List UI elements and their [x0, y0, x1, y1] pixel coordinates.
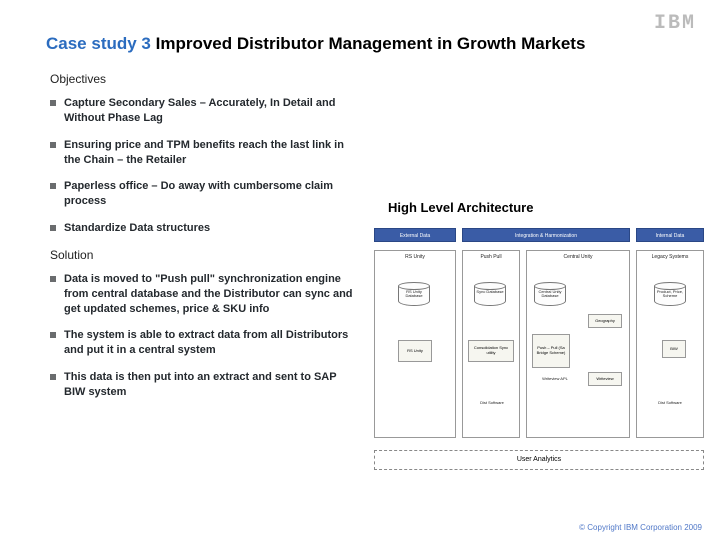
solution-list: Data is moved to "Push pull" synchroniza…: [50, 272, 354, 400]
box-consolidation: Consolidation Sync utility: [468, 340, 514, 362]
box-writeview: Writeview: [588, 372, 622, 386]
solution-item: This data is then put into an extract an…: [50, 370, 354, 400]
label-writeview-apl: Writeview APL: [534, 376, 576, 381]
objectives-list: Capture Secondary Sales – Accurately, In…: [50, 96, 354, 236]
solution-heading: Solution: [50, 248, 354, 262]
left-content: Objectives Capture Secondary Sales – Acc…: [50, 72, 354, 412]
title-rest: Improved Distributor Management in Growt…: [151, 34, 586, 53]
band-integration: Integration & Harmonization: [462, 228, 630, 242]
cyl-central-db: Central Unity Database: [534, 282, 566, 310]
ibm-logo: IBM: [654, 12, 696, 35]
solution-item: The system is able to extract data from …: [50, 328, 354, 358]
box-biw: BIW: [662, 340, 686, 358]
cyl-central-db-label: Central Unity Database: [534, 290, 566, 299]
cyl-sync-db: Sync Database: [474, 282, 506, 310]
objective-item: Standardize Data structures: [50, 221, 354, 236]
col-pushpull-label: Push Pull: [463, 251, 519, 260]
cyl-product-price-label: Product, Price, Scheme: [654, 290, 686, 299]
label-dist-software-1: Dist Software: [472, 400, 512, 405]
cyl-rsunity-db: RS Unity Database: [398, 282, 430, 310]
solution-item: Data is moved to "Push pull" synchroniza…: [50, 272, 354, 317]
title-accent: Case study 3: [46, 34, 151, 53]
architecture-diagram: External Data Integration & Harmonizatio…: [374, 228, 706, 480]
band-external: External Data: [374, 228, 456, 242]
col-rsunity-label: RS Unity: [375, 251, 455, 260]
box-geography: Geography: [588, 314, 622, 328]
cyl-product-price: Product, Price, Scheme: [654, 282, 686, 310]
cyl-sync-db-label: Sync Database: [474, 290, 506, 294]
slide-title: Case study 3 Improved Distributor Manage…: [46, 34, 585, 54]
box-user-analytics: User Analytics: [374, 450, 704, 470]
objective-item: Ensuring price and TPM benefits reach th…: [50, 138, 354, 168]
col-central-label: Central Unity: [527, 251, 629, 260]
objective-item: Capture Secondary Sales – Accurately, In…: [50, 96, 354, 126]
objective-item: Paperless office – Do away with cumberso…: [50, 179, 354, 209]
cyl-rsunity-db-label: RS Unity Database: [398, 290, 430, 299]
band-internal: Internal Data: [636, 228, 704, 242]
objectives-heading: Objectives: [50, 72, 354, 86]
label-dist-software-2: Dist Software: [650, 400, 690, 405]
architecture-title: High Level Architecture: [388, 200, 533, 215]
box-rsunity-app: RS Unity: [398, 340, 432, 362]
copyright: © Copyright IBM Corporation 2009: [579, 523, 702, 532]
col-legacy-label: Legacy Systems: [637, 251, 703, 260]
box-pushpull-tool: Push – Pull (Sa Bridge Scheme): [532, 334, 570, 368]
